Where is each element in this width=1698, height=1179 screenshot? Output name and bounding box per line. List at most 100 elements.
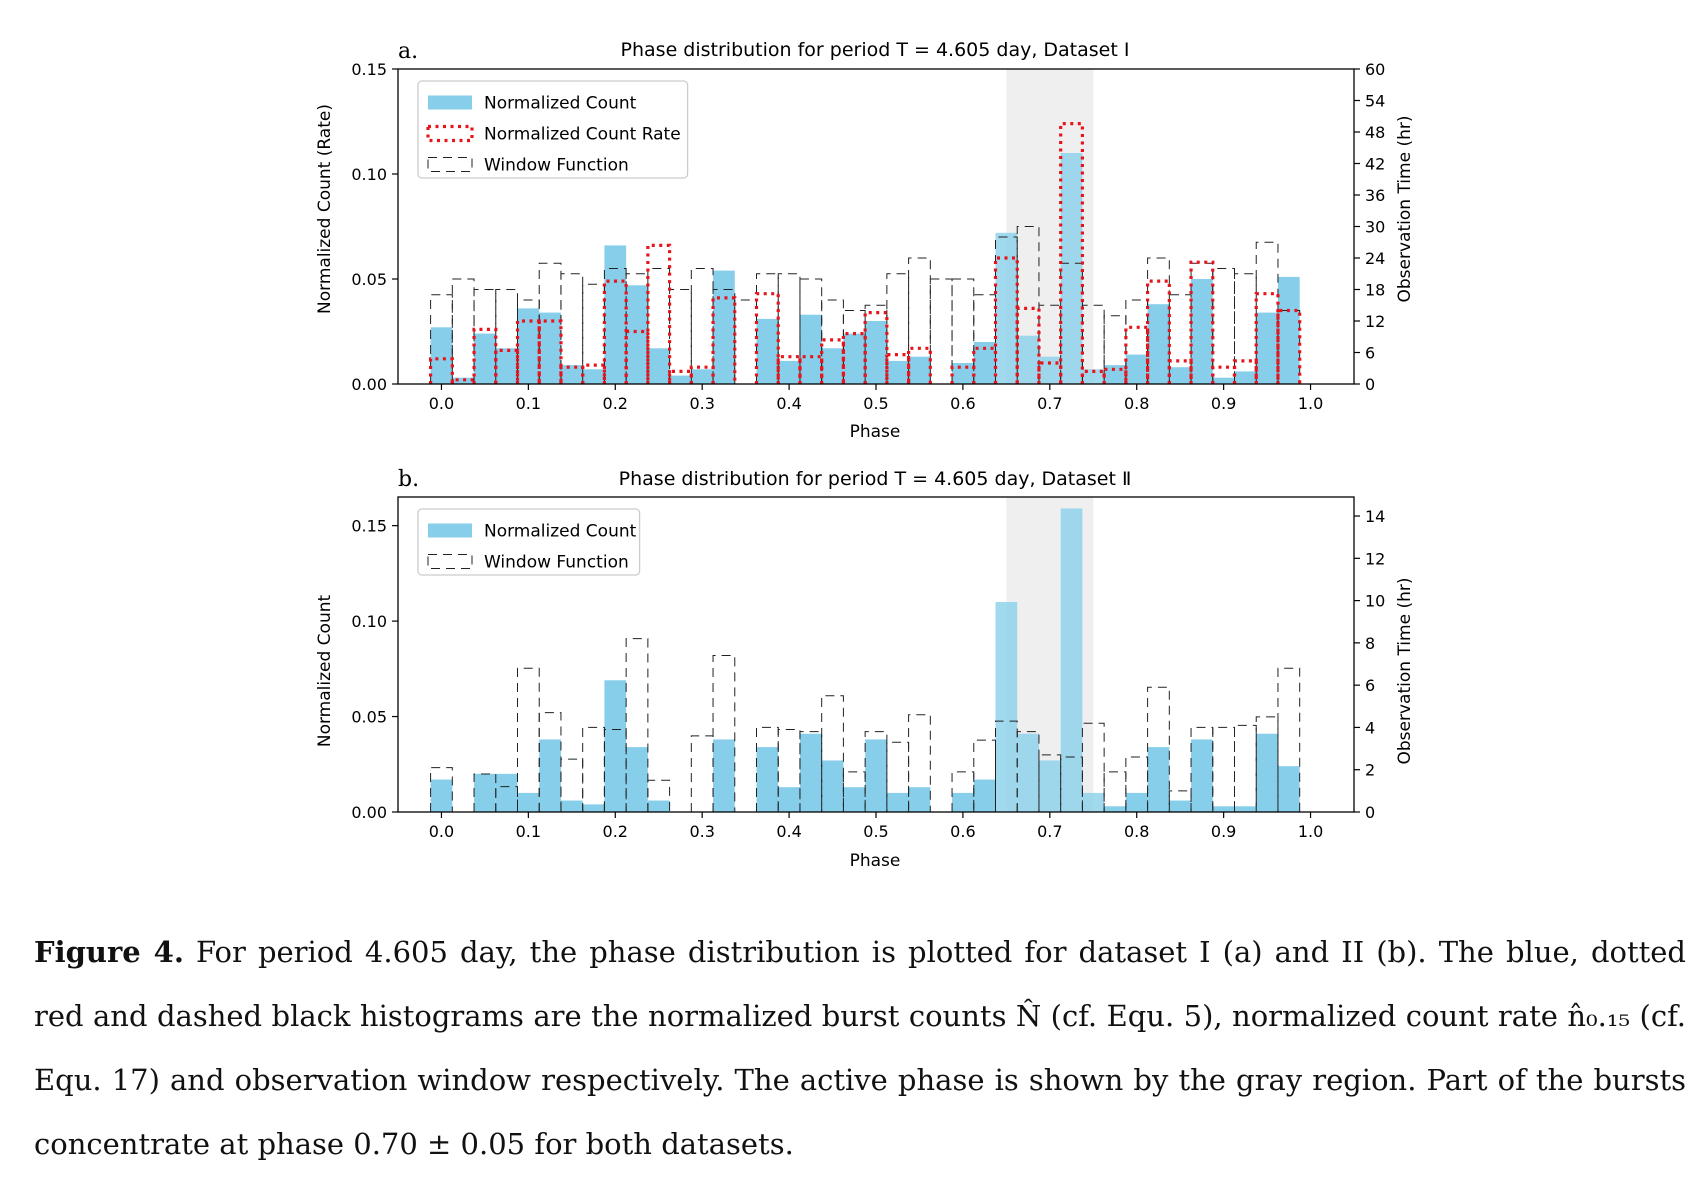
panel-b-window-function-bar: [1147, 686, 1170, 812]
panel-b-normalized-count-bar: [843, 787, 866, 812]
panel-b-normalized-count-bar: [908, 787, 931, 812]
panel-b-x-tick-label: 0.8: [1124, 822, 1149, 841]
panel-a-window-function-bar: [821, 299, 844, 384]
panel-b-window-function-bar: [495, 786, 518, 812]
panel-a-normalized-count-bar: [517, 308, 540, 384]
panel-a-normalized-count-bar: [1147, 304, 1170, 384]
panel-a-normalized-count-rate-bar: [776, 355, 802, 384]
figure-charts: 0.0 0.1 0.2 0.3 0.4 0.5 0.6 0.7 0.8 0.9 1.00.000.0…: [315, 39, 1415, 871]
panel-b-legend-label: Window Function: [484, 553, 629, 573]
panel-b-xlabel: Phase: [850, 851, 901, 871]
panel-b-x-tick-label: 0.6: [950, 822, 975, 841]
panel-b-x-tick-label: 0.9: [1211, 822, 1236, 841]
panel-b-normalized-count-bar: [778, 787, 800, 812]
panel-b: 0.0 0.1 0.2 0.3 0.4 0.5 0.6 0.7 0.8 0.9 1.0 0.00 0.0…: [315, 467, 1415, 871]
panel-a-window-function-bar: [973, 294, 996, 384]
panel-a-normalized-count-rate-bar: [450, 378, 476, 384]
panel-a-normalized-count-bar: [886, 360, 909, 384]
panel-a-normalized-count-bar: [1234, 371, 1257, 384]
panel-a-normalized-count-rate-bar: [1189, 260, 1215, 384]
panel-b-window-function-bar: [647, 779, 671, 812]
panel-b-window-function-bar: [582, 726, 605, 812]
panel-b-legend-swatch: [427, 554, 473, 569]
panel-a-normalized-count-bar: [1082, 369, 1105, 384]
panel-a-axes: 0.0 0.1 0.2 0.3 0.4 0.5 0.6 0.7 0.8 0.9 1.0 0.00 0.0…: [351, 60, 1385, 413]
panel-a-legend: Normalized Count Normalized Count Rate Win…: [417, 80, 689, 179]
panel-a-normalized-count-bar: [843, 333, 866, 384]
panel-b-x-tick-label: 0.7: [1037, 822, 1062, 841]
panel-a-window-function-bar: [1212, 268, 1235, 384]
panel-b-y-right-tick-label: 4: [1365, 718, 1375, 737]
panel-a-normalized-count-rate-bar: [711, 296, 737, 384]
panel-a-normalized-count-rate-bar: [1254, 292, 1280, 384]
panel-a-normalized-count-bar: [952, 363, 974, 384]
panel-b-title: Phase distribution for period T = 4.605 …: [619, 468, 1132, 490]
panel-a-normalized-count-bar: [713, 270, 735, 384]
panel-a-normalized-count-bar: [691, 369, 714, 384]
panel-a-window-function-bar: [430, 294, 453, 384]
panel-b-legend: Normalized Count Window Function: [417, 508, 641, 576]
panel-a-legend-swatch: [427, 157, 473, 172]
panel-a-y-left-tick-label: 0.05: [351, 270, 387, 289]
panel-b-axes: 0.0 0.1 0.2 0.3 0.4 0.5 0.6 0.7 0.8 0.9 1.0 0.00 0.0…: [351, 496, 1385, 841]
panel-b-window-function-bar: [1168, 790, 1192, 812]
panel-a-normalized-count-bar: [1017, 335, 1039, 384]
panel-a-normalized-count-bar: [604, 245, 627, 384]
panel-a-window-function-bar: [690, 268, 714, 384]
panel-a-y-right-tick-label: 54: [1365, 92, 1385, 111]
panel-a-y-left-tick-label: 0.00: [351, 375, 387, 394]
panel-a-rate-bars: [428, 122, 1302, 384]
panel-a-x-tick-label: 0.4: [776, 394, 801, 413]
panel-b-window-function-bar: [1234, 724, 1257, 812]
panel-a-x-tick-label: 0.9: [1211, 394, 1236, 413]
panel-a-title: Phase distribution for period T = 4.605 …: [621, 39, 1130, 61]
panel-b-window-function-bar: [1103, 771, 1127, 812]
panel-b-normalized-count-bar: [582, 804, 605, 812]
panel-a-y-left-tick-label: 0.15: [351, 60, 387, 79]
panel-a-ylabel-right: Observation Time (hr): [1395, 116, 1415, 303]
panel-a-normalized-count-bar: [1191, 279, 1213, 384]
panel-a-normalized-count-bar: [495, 348, 518, 384]
panel-a-window-function-bar: [995, 236, 1018, 384]
panel-b-ylabel-right: Observation Time (hr): [1395, 578, 1415, 765]
panel-b-y-right-tick-label: 12: [1365, 549, 1385, 568]
panel-b-y-right-tick-label: 6: [1365, 676, 1375, 695]
panel-b-normalized-count-bar: [430, 779, 453, 812]
panel-a: 0.0 0.1 0.2 0.3 0.4 0.5 0.6 0.7 0.8 0.9 1.0 0.00 0.0…: [315, 39, 1415, 442]
panel-b-window-function-bar: [560, 758, 584, 812]
panel-a-normalized-count-rate-bar: [537, 319, 563, 384]
panel-b-window-function-bar: [1125, 756, 1149, 812]
panel-a-normalized-count-rate-bar: [841, 332, 867, 384]
panel-b-legend-box: [417, 508, 641, 576]
panel-b-normalized-count-bar: [886, 792, 909, 812]
panel-b-window-function-bar: [625, 638, 649, 812]
panel-b-normalized-count-bar: [1169, 800, 1192, 812]
panel-a-normalized-count-bar: [1038, 356, 1061, 384]
panel-a-window-function-bar: [582, 283, 605, 384]
panel-b-y-right-tick-label: 8: [1365, 634, 1375, 653]
panel-a-normalized-count-bar: [474, 333, 496, 384]
panel-b-window-function-bar: [1060, 756, 1083, 812]
panel-a-normalized-count-bar: [973, 342, 996, 384]
panel-b-normalized-count-bar: [1256, 733, 1278, 812]
panel-b-normalized-count-bar: [1191, 739, 1213, 812]
panel-a-normalized-count-rate-bar: [1276, 308, 1302, 384]
panel-a-window-function-bar: [777, 273, 801, 384]
panel-a-normalized-count-bar: [1256, 312, 1278, 384]
panel-a-window-function-bar: [1255, 241, 1279, 384]
figure-caption: Figure 4. For period 4.605 day, the phas…: [34, 920, 1686, 1176]
panel-a-normalized-count-rate-bar: [820, 338, 846, 384]
panel-b-window-function-bar: [799, 731, 823, 812]
panel-a-normalized-count-bar: [756, 318, 779, 384]
panel-b-normalized-count-bar: [626, 747, 648, 812]
panel-b-normalized-count-bar: [952, 792, 974, 812]
panel-a-normalized-count-bar: [865, 321, 887, 384]
panel-b-normalized-count-bar: [474, 773, 496, 812]
panel-a-normalized-count-rate-bar: [494, 348, 520, 384]
panel-a-normalized-count-rate-bar: [906, 346, 932, 384]
panel-b-normalized-count-bar: [1082, 792, 1105, 812]
panel-a-normalized-count-bar: [821, 348, 844, 384]
panel-b-x-tick-label: 0.5: [863, 822, 888, 841]
panel-a-y-right-tick-label: 36: [1365, 186, 1385, 205]
panel-a-ylabel-left: Normalized Count (Rate): [315, 104, 335, 314]
